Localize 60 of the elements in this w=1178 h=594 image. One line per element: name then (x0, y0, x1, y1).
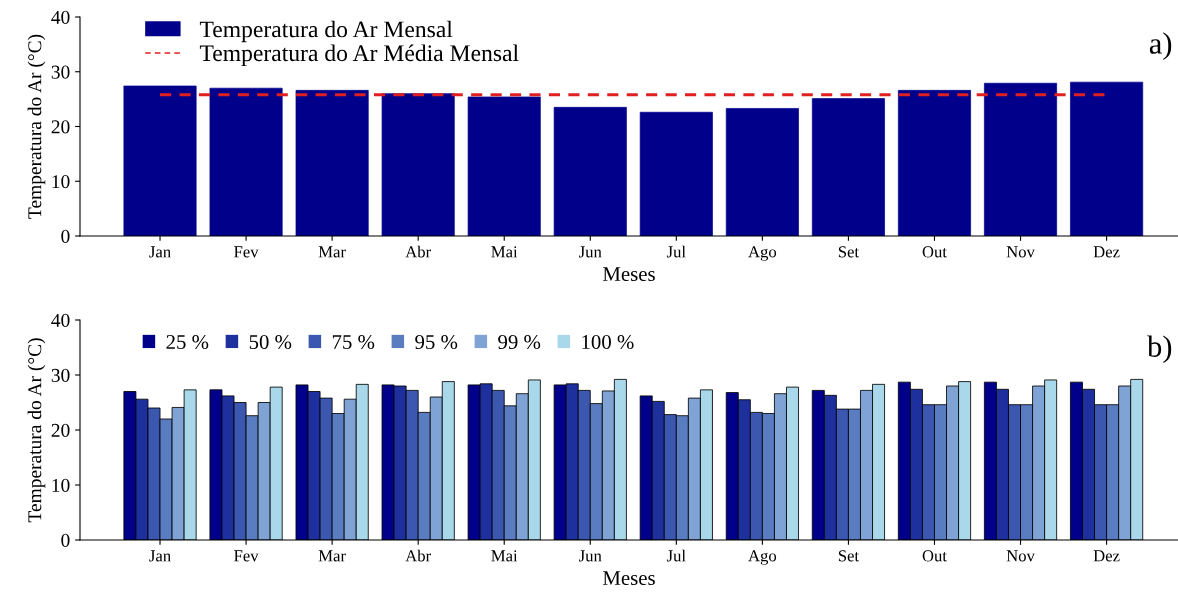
y-axis-title: Temperatura do Ar (°C) (27, 34, 46, 219)
bar (1070, 81, 1144, 236)
legend-label: 100 % (582, 334, 634, 350)
x-axis-title: Meses (602, 267, 655, 282)
bar (897, 90, 971, 236)
x-tick-label: Set (838, 550, 859, 562)
x-tick-label: Mar (318, 550, 346, 562)
y-tick-label: 20 (51, 120, 70, 134)
legend-label: Temperatura do Ar Média Mensal (199, 44, 519, 66)
x-tick-label: Jul (666, 549, 686, 562)
bar (209, 87, 283, 236)
x-tick-label: Jun (579, 246, 602, 258)
x-tick-label: Set (838, 246, 859, 258)
x-tick-label: Out (922, 246, 947, 258)
x-tick-label: Jan (149, 550, 171, 562)
bar (811, 98, 885, 236)
legend-label: 25 % (166, 334, 209, 350)
x-tick-label: Jan (149, 246, 171, 258)
annotation: b) (1147, 335, 1172, 364)
x-tick-label: Fev (234, 246, 259, 258)
bar (467, 96, 541, 236)
text: a) (1149, 32, 1172, 61)
x-tick-label: Dez (1093, 550, 1120, 562)
y-tick-label: 0 (61, 229, 70, 243)
x-axis-title: Meses (602, 571, 655, 586)
y-tick-label: 0 (61, 533, 70, 547)
y-axis-title: Temperatura do Ar (°C) (27, 338, 46, 523)
x-tick-label: Mai (491, 246, 518, 258)
y-tick-label: 30 (51, 368, 70, 382)
x-tick-label: Out (922, 550, 947, 562)
y-tick-label: 30 (51, 65, 70, 79)
y-tick-label: 10 (52, 478, 70, 492)
y-tick-label: 40 (51, 10, 70, 24)
bar (123, 85, 197, 236)
bar (984, 82, 1058, 236)
x-tick-label: Fev (234, 550, 259, 562)
x-tick-label: Ago (748, 246, 777, 261)
legend-label: 99 % (498, 334, 541, 350)
bar (639, 111, 713, 236)
x-tick-label: Abr (405, 549, 431, 562)
y-tick-label: 20 (51, 423, 70, 437)
bar (725, 108, 799, 236)
y-tick-label: 40 (51, 313, 70, 327)
x-tick-label: Abr (405, 245, 431, 258)
bar (295, 90, 369, 236)
legend-label: 50 % (249, 334, 292, 350)
x-tick-label: Mai (491, 550, 518, 562)
x-tick-label: Jul (666, 245, 686, 258)
x-tick-label: Nov (1006, 246, 1035, 258)
legend-label: Temperatura do Ar Mensal (199, 20, 453, 43)
x-tick-label: Ago (748, 550, 777, 565)
x-tick-label: Jun (579, 550, 602, 562)
y-tick-label: 10 (52, 175, 70, 189)
x-tick-label: Nov (1006, 550, 1035, 562)
legend-label: 95 % (415, 334, 458, 350)
legend-label: 75 % (332, 334, 375, 350)
bar (553, 106, 627, 236)
bar (381, 93, 455, 236)
x-tick-label: Dez (1093, 246, 1120, 258)
x-tick-label: Mar (318, 246, 346, 258)
